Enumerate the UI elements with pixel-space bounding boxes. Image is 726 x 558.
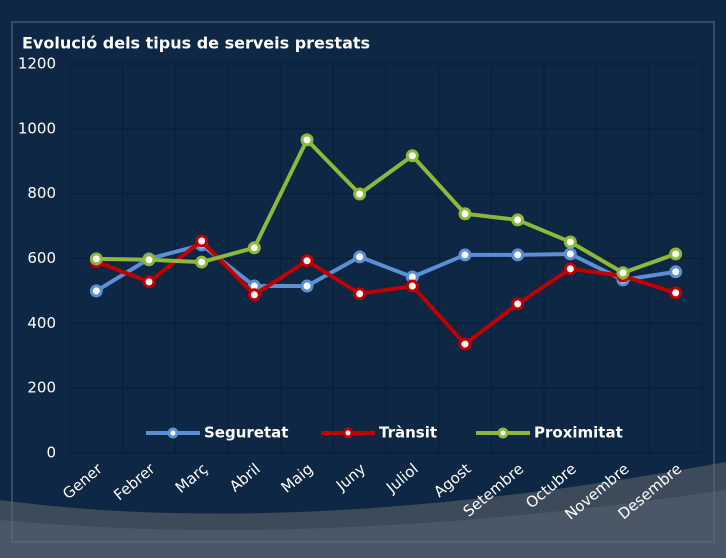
legend-marker <box>497 427 509 439</box>
legend-marker <box>167 427 179 439</box>
data-point <box>195 234 209 248</box>
legend-label: Seguretat <box>204 424 288 442</box>
data-point <box>669 265 683 279</box>
y-tick-label: 800 <box>27 184 56 202</box>
data-point <box>563 235 577 249</box>
y-tick-label: 1000 <box>18 119 56 137</box>
data-point <box>353 287 367 301</box>
data-point <box>405 149 419 163</box>
data-point <box>511 213 525 227</box>
data-point <box>669 286 683 300</box>
data-point <box>353 187 367 201</box>
frame <box>11 21 715 543</box>
data-point <box>511 248 525 262</box>
data-point <box>563 262 577 276</box>
data-point <box>669 247 683 261</box>
y-tick-label: 600 <box>27 249 56 267</box>
data-point <box>142 253 156 267</box>
data-point <box>300 133 314 147</box>
y-tick-label: 200 <box>27 379 56 397</box>
y-tick-label: 1200 <box>18 55 56 73</box>
series-line <box>96 137 677 275</box>
y-tick-label: 0 <box>46 444 56 462</box>
data-point <box>405 279 419 293</box>
legend-label: Trànsit <box>379 424 437 442</box>
data-point <box>247 241 261 255</box>
data-point <box>458 248 472 262</box>
decor-swoosh <box>0 490 726 558</box>
legend-label: Proximitat <box>534 424 623 442</box>
data-point <box>195 255 209 269</box>
data-point <box>458 337 472 351</box>
data-point <box>300 254 314 268</box>
y-tick-label: 400 <box>27 314 56 332</box>
data-point <box>89 284 103 298</box>
data-point <box>300 279 314 293</box>
data-point <box>89 252 103 266</box>
data-point <box>563 247 577 261</box>
data-point <box>511 297 525 311</box>
data-point <box>616 266 630 280</box>
data-point <box>353 250 367 264</box>
chart-title: Evolució dels tipus de serveis prestats <box>22 34 370 53</box>
series-line <box>95 238 677 347</box>
data-point <box>458 207 472 221</box>
data-point <box>247 288 261 302</box>
data-point <box>142 275 156 289</box>
legend-marker <box>342 427 354 439</box>
